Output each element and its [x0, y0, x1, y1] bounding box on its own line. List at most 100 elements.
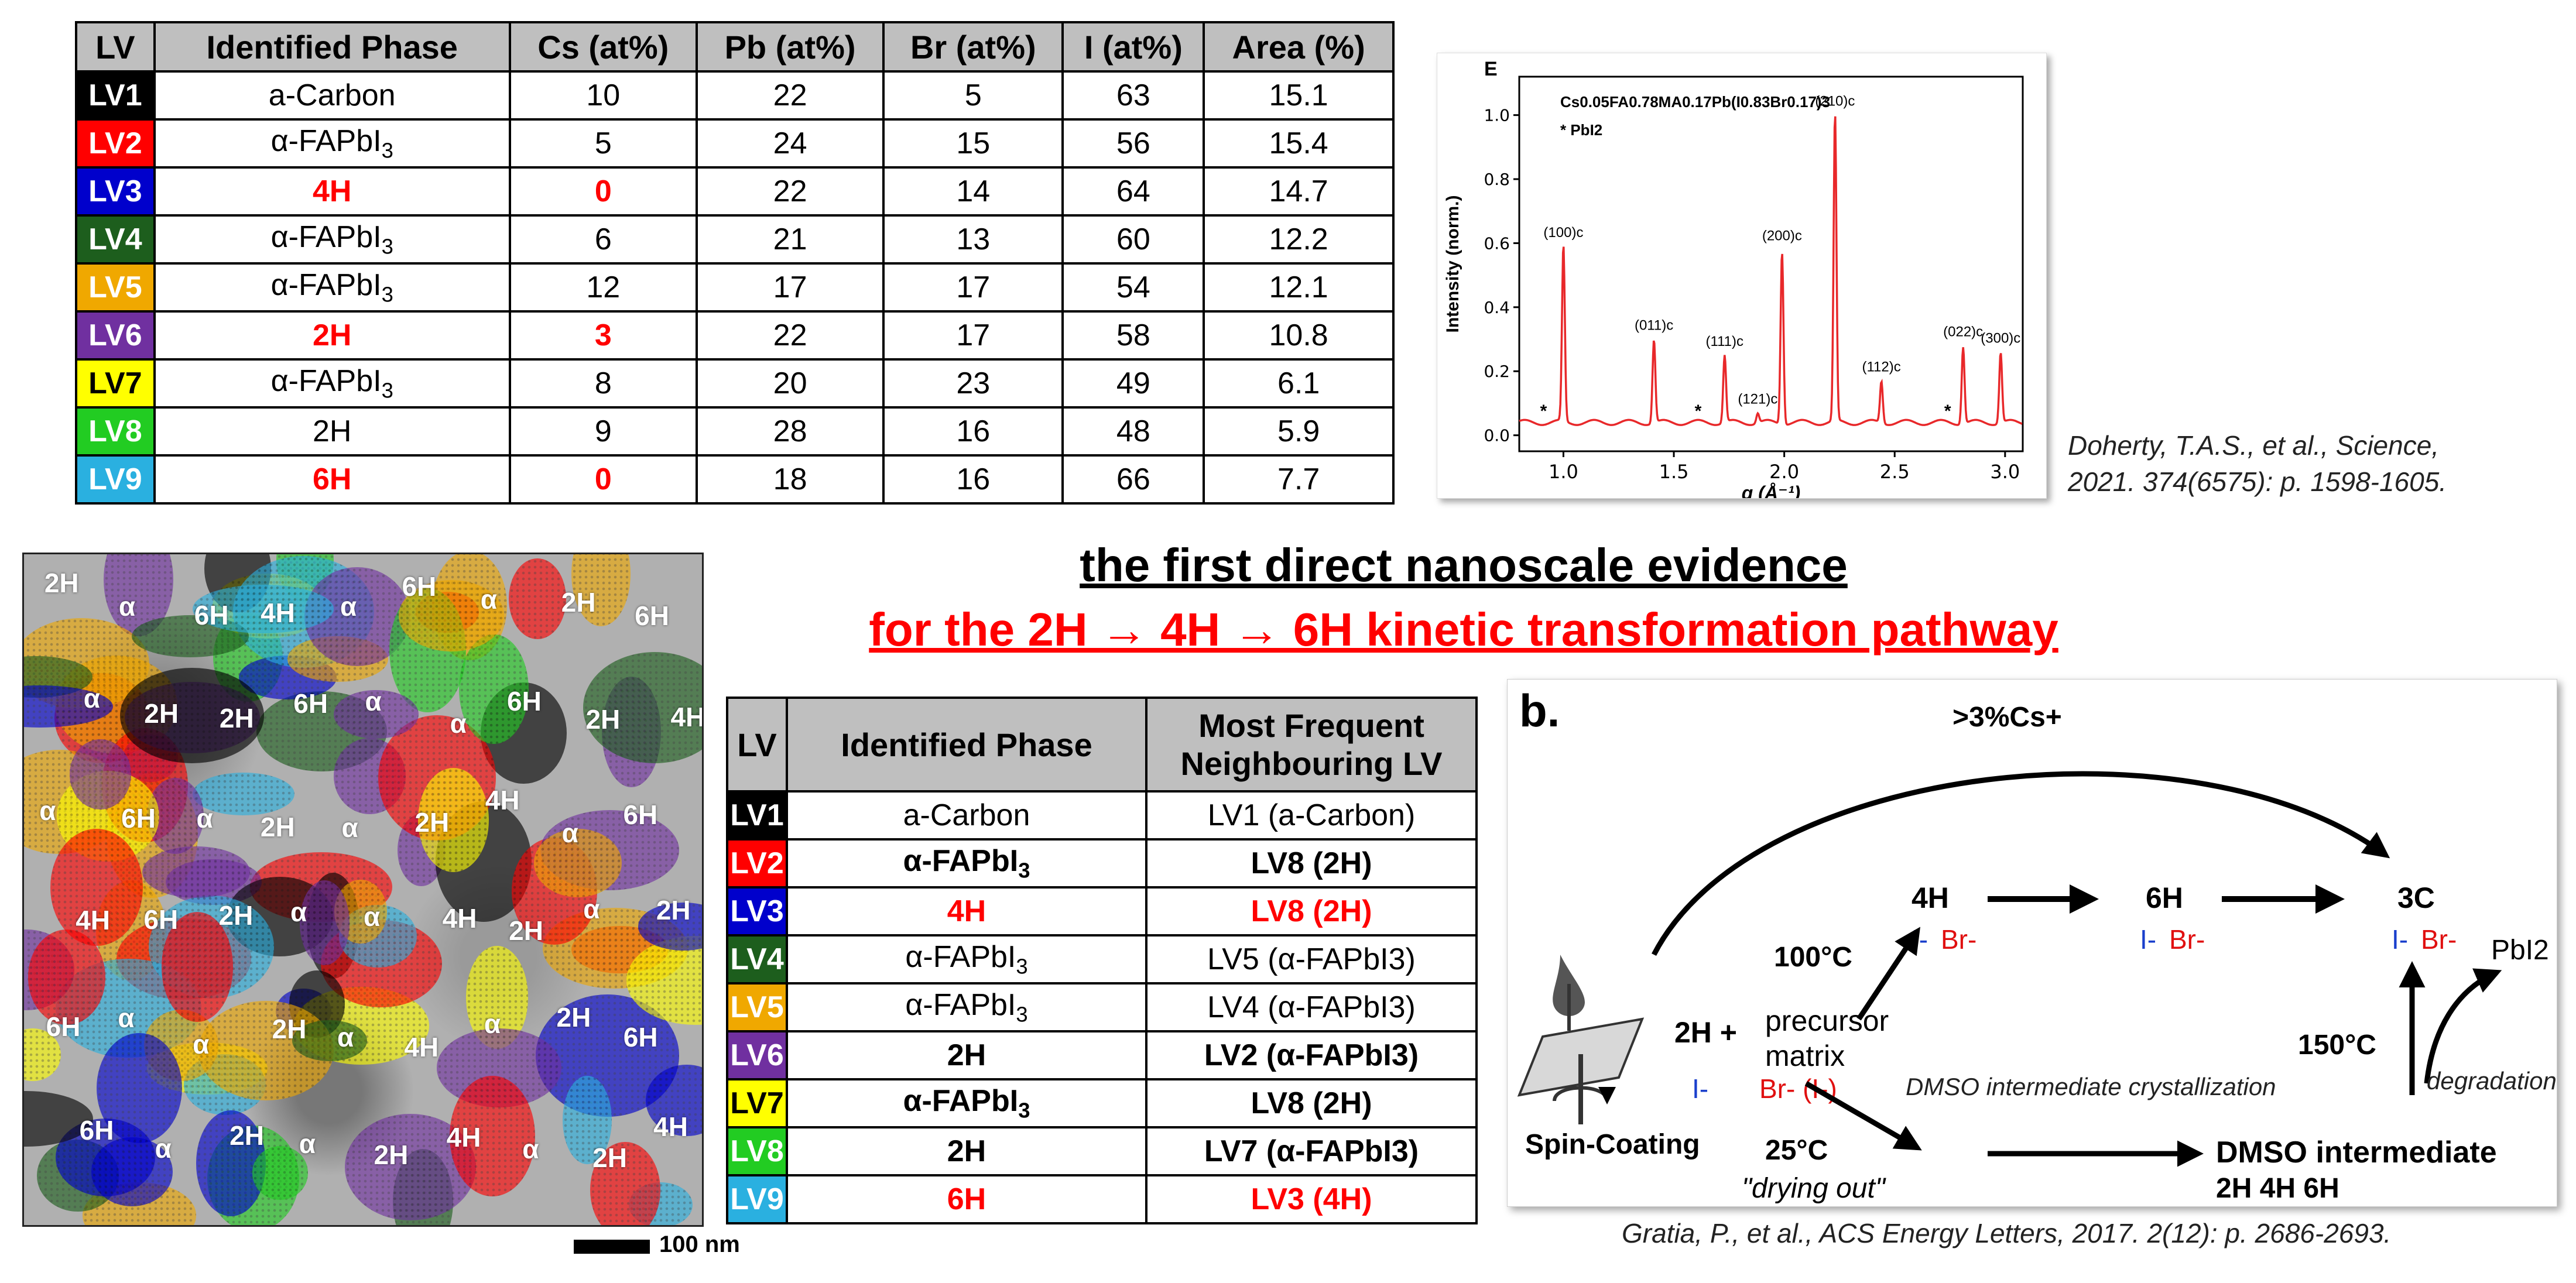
- grain-phase-label: α: [450, 708, 467, 739]
- table1-row: LV5 α-FAPbI3 12 17 17 54 12.1: [75, 262, 1395, 313]
- start-2h: 2H +: [1674, 1016, 1737, 1049]
- table1-row: LV9 6H 0 18 16 66 7.7: [75, 454, 1395, 505]
- table2-cell-neighbour: LV5 (α-FAPbI3): [1145, 934, 1478, 984]
- table1-cell-pb: 20: [695, 358, 885, 409]
- phase-grain: [418, 768, 489, 873]
- table2-cell-neighbour: LV2 (α-FAPbI3): [1145, 1030, 1478, 1080]
- scheme-diagram: b. >3%Cs+ 4H 6H 3C I- Br- I- Br- I- Br- …: [1517, 685, 2557, 1204]
- table1-row: LV4 α-FAPbI3 6 21 13 60 12.2: [75, 214, 1395, 265]
- table1-cell-lv: LV7: [75, 358, 156, 409]
- grain-phase-label: 2H: [509, 915, 543, 946]
- table1-cell-lv: LV4: [75, 214, 156, 265]
- grain-phase-label: α: [155, 1133, 172, 1164]
- grain-phase-label: 2H: [561, 586, 596, 618]
- table2-row: LV9 6H LV3 (4H): [726, 1174, 1478, 1224]
- table1-cell-phase: α-FAPbI3: [153, 214, 511, 265]
- grain-phase-label: 4H: [442, 903, 477, 934]
- grain-phase-label: α: [118, 1002, 135, 1033]
- grain-phase-label: α: [484, 1008, 501, 1039]
- table2-cell-phase: α-FAPbI3: [786, 934, 1147, 984]
- phase-grain: [334, 689, 419, 739]
- ion-i-3c: I-: [2392, 924, 2408, 955]
- phase-grain: [583, 652, 702, 764]
- y-tick-label: 1.0: [1484, 106, 1510, 125]
- ion-br-6h: Br-: [2169, 924, 2205, 955]
- phase-grain: [50, 828, 143, 946]
- table1-cell-phase: α-FAPbI3: [153, 262, 511, 313]
- table1-cell-cs: 8: [508, 358, 698, 409]
- table1-cell-br: 14: [882, 166, 1064, 217]
- y-tick-label: 0.2: [1484, 362, 1510, 381]
- phase-map-micrograph: 2H α 6H 4H α 6H α 2H 6H α 2H 2H 6H α α 6H 2H 4H α 6H α 2H α 2H 4…: [22, 553, 704, 1227]
- grain-phase-label: 6H: [623, 800, 658, 831]
- temp-150: 150°C: [2298, 1030, 2376, 1061]
- dmso-phases-label: 2H 4H 6H: [2216, 1173, 2339, 1204]
- table2-cell-lv: LV8: [726, 1126, 788, 1176]
- table2-cell-phase: 2H: [786, 1030, 1147, 1080]
- phase-grain: [193, 584, 334, 634]
- grain-phase-label: α: [290, 896, 307, 927]
- grain-phase-label: 6H: [121, 802, 156, 833]
- table1-cell-area: 6.1: [1203, 358, 1395, 409]
- ion-i-6h: I-: [2140, 924, 2156, 955]
- xrd-spectrum-line: [1519, 116, 2023, 426]
- grain-phase-label: α: [341, 812, 358, 843]
- grain-phase-label: α: [340, 591, 357, 622]
- scale-bar: [574, 1240, 650, 1254]
- headline-line2: for the 2H → 4H → 6H kinetic transformat…: [869, 603, 2058, 656]
- table1-cell-area: 15.4: [1203, 118, 1395, 169]
- table2-cell-neighbour: LV3 (4H): [1145, 1174, 1478, 1224]
- table2-cell-phase: a-Carbon: [786, 790, 1147, 841]
- table1-cell-phase: α-FAPbI3: [153, 118, 511, 169]
- table1-cell-lv: LV9: [75, 454, 156, 505]
- grain-phase-label: 2H: [144, 698, 179, 729]
- phase-grain: [97, 1032, 182, 1144]
- table1-header: LV: [75, 21, 156, 73]
- grain-phase-label: 2H: [272, 1014, 307, 1045]
- table1-cell-lv: LV2: [75, 118, 156, 169]
- table1-cell-phase: 2H: [153, 406, 511, 457]
- table2-cell-neighbour: LV8 (2H): [1145, 1078, 1478, 1128]
- peak-label: (011)c: [1635, 318, 1673, 334]
- table1-cell-br: 17: [882, 262, 1064, 313]
- table1-cell-br: 16: [882, 406, 1064, 457]
- dmso-crystallization: DMSO intermediate crystallization: [1906, 1073, 2276, 1100]
- phase-grain: [436, 1028, 562, 1107]
- grain-phase-label: 2H: [656, 894, 691, 925]
- grain-phase-label: 2H: [229, 1120, 264, 1151]
- table1-cell-cs: 3: [508, 310, 698, 361]
- phase-grain: [299, 880, 350, 965]
- table1-cell-lv: LV8: [75, 406, 156, 457]
- table2-cell-neighbour: LV4 (α-FAPbI3): [1145, 982, 1478, 1032]
- spin-coating-label: Spin-Coating: [1525, 1129, 1700, 1160]
- grain-phase-label: 2H: [415, 807, 450, 838]
- grain-phase-label: α: [583, 894, 600, 925]
- grain-phase-label: α: [83, 682, 101, 713]
- table1-cell-lv: LV6: [75, 310, 156, 361]
- grain-phase-label: α: [480, 584, 498, 615]
- table1-cell-cs: 5: [508, 118, 698, 169]
- legend-formula: Cs0.05FA0.78MA0.17Pb(I0.83Br0.17)3: [1560, 93, 1830, 111]
- grain-phase-label: 4H: [485, 784, 520, 815]
- grain-phase-label: 6H: [194, 599, 229, 630]
- y-tick-label: 0.6: [1484, 234, 1510, 253]
- table1-cell-cs: 6: [508, 214, 698, 265]
- table2-cell-lv: LV4: [726, 934, 788, 984]
- table1-cell-pb: 24: [695, 118, 885, 169]
- peak-label: (022)c: [1943, 324, 1983, 339]
- y-tick-label: 0.8: [1484, 170, 1510, 189]
- table2-row: LV5 α-FAPbI3 LV4 (α-FAPbI3): [726, 982, 1478, 1032]
- grain-phase-label: 2H: [556, 1001, 591, 1032]
- table2-row: LV6 2H LV2 (α-FAPbI3): [726, 1030, 1478, 1080]
- table2-cell-phase: 6H: [786, 1174, 1147, 1224]
- y-axis-label: Intensity (norm.): [1443, 195, 1462, 332]
- grain-phase-label: 6H: [293, 688, 328, 719]
- table2-row: LV3 4H LV8 (2H): [726, 886, 1478, 936]
- phase-6h: 6H: [2146, 881, 2183, 914]
- table1-cell-cs: 10: [508, 70, 698, 121]
- table1-cell-phase: 2H: [153, 310, 511, 361]
- phase-grain: [131, 615, 249, 657]
- grain-phase-label: 4H: [76, 904, 111, 935]
- neighbour-table: LV Identified Phase Most Frequent Neighbou…: [726, 697, 1478, 1224]
- grain-phase-label: 6H: [79, 1114, 114, 1145]
